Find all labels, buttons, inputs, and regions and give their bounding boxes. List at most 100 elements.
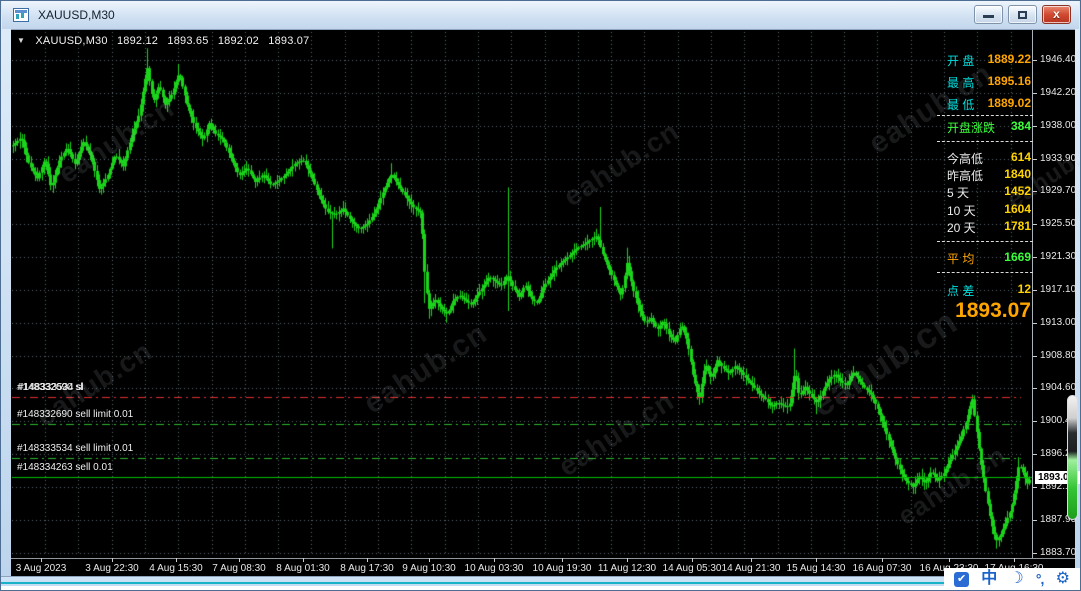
price-tick-mark (1033, 224, 1037, 226)
price-tick-label: 1925.50 (1040, 218, 1077, 230)
price-tick-mark (1033, 421, 1037, 423)
price-tick-label: 1946.40 (1040, 54, 1077, 65)
price-tick-label: 1921.30 (1040, 251, 1077, 263)
panel-row-value: 1781 (1004, 219, 1031, 233)
panel-row-value: 1840 (1004, 167, 1031, 181)
time-tick-mark (751, 558, 752, 562)
panel-separator (937, 241, 1033, 242)
price-tick-label: 1896.20 (1040, 448, 1077, 460)
price-tick-label: 1942.20 (1040, 86, 1077, 98)
order-line-label[interactable]: #148333534 sell limit 0.01 (17, 442, 134, 454)
price-tick-mark (1033, 289, 1037, 291)
chart-icon (13, 8, 29, 22)
close-button[interactable]: x (1042, 5, 1071, 24)
panel-row-label: 最 高 (947, 76, 975, 90)
chart-area[interactable]: ▼ XAUUSD,M30 1892.12 1893.65 1892.02 189… (11, 29, 1080, 578)
price-tick-label: 1908.80 (1040, 349, 1077, 361)
bottom-accent-line (1, 582, 1080, 584)
price-tick-mark (1033, 60, 1037, 61)
panel-row-label: 10 天 (947, 204, 976, 218)
bottom-frame-edge (1, 586, 1080, 590)
panel-row-label: 昨高低 (947, 169, 984, 183)
time-tick-mark (1014, 558, 1015, 562)
panel-row-value: 1895.16 (987, 74, 1031, 88)
order-line-label[interactable]: #148332690 sl (17, 381, 83, 393)
price-tick-mark (1033, 191, 1037, 193)
time-tick-label: 4 Aug 15:30 (149, 563, 203, 574)
panel-row-label: 开 盘 (947, 54, 975, 68)
chart-header: ▼ XAUUSD,M30 1892.12 1893.65 1892.02 189… (17, 35, 315, 47)
panel-row-value: 384 (1010, 119, 1031, 133)
time-tick-mark (176, 558, 177, 562)
panel-row-value: 1452 (1004, 184, 1031, 198)
panel-separator (937, 272, 1033, 273)
panel-row-label: 开盘涨跌 (947, 121, 996, 135)
price-tick-label: 1913.00 (1040, 316, 1077, 328)
header-close: 1893.07 (268, 35, 310, 47)
price-tick-mark (1033, 552, 1037, 554)
time-tick-label: 3 Aug 22:30 (85, 563, 139, 574)
time-tick-label: 10 Aug 03:30 (464, 563, 524, 574)
price-tick-label: 1938.00 (1040, 119, 1077, 131)
close-icon: x (1053, 7, 1060, 21)
price-tick-label: 1917.10 (1040, 283, 1077, 295)
restore-icon (1018, 11, 1027, 19)
time-tick-label: 10 Aug 19:30 (532, 563, 592, 574)
time-tick-mark (562, 558, 563, 562)
time-axis-separator (11, 558, 1075, 559)
panel-big-price: 1893.07 (955, 299, 1031, 322)
time-tick-label: 8 Aug 17:30 (340, 563, 394, 574)
check-box-icon[interactable]: ✔ (954, 571, 970, 587)
time-tick-mark (494, 558, 495, 562)
window-titlebar[interactable]: XAUUSD,M30 x (2, 1, 1079, 29)
minimize-button[interactable] (974, 5, 1003, 24)
time-tick-mark (627, 558, 628, 562)
time-tick-label: 9 Aug 10:30 (402, 563, 456, 574)
header-open: 1892.12 (116, 35, 159, 47)
panel-separator (937, 115, 1033, 116)
degree-comma-icon[interactable]: °, (1035, 571, 1044, 587)
gear-icon[interactable]: ⚙ (1055, 570, 1070, 587)
time-tick-label: 8 Aug 01:30 (276, 563, 330, 574)
time-tick-label: 7 Aug 08:30 (212, 563, 266, 574)
zhong-character-icon[interactable]: 中 (981, 570, 998, 587)
price-tick-label: 1904.60 (1040, 382, 1077, 394)
chevron-down-icon: ▼ (17, 36, 26, 45)
price-tick-label: 1900.40 (1040, 415, 1077, 427)
minimize-icon (983, 15, 994, 18)
price-tick-mark (1033, 355, 1037, 357)
restore-button[interactable] (1008, 5, 1037, 24)
time-tick-mark (882, 558, 883, 562)
time-tick-label: 14 Aug 21:30 (721, 563, 781, 574)
price-tick-mark (1033, 92, 1037, 94)
panel-row-value: 614 (1010, 150, 1031, 164)
window-title: XAUUSD,M30 (38, 8, 115, 22)
price-gauge (1067, 395, 1078, 520)
panel-separator (937, 141, 1033, 142)
price-tick-mark (1033, 125, 1037, 127)
panel-row-value: 1604 (1004, 202, 1031, 216)
candlestick-canvas[interactable] (12, 30, 1032, 558)
order-line-label[interactable]: #148332690 sell limit 0.01 (17, 408, 134, 420)
time-tick-mark (41, 558, 42, 562)
price-tick-label: 1929.70 (1040, 185, 1077, 197)
panel-row-label: 平 均 (947, 252, 975, 266)
moon-icon[interactable]: ☽ (1009, 570, 1024, 587)
order-line-label[interactable]: #148333534 sl (18, 381, 84, 393)
price-tick-mark (1033, 158, 1037, 160)
header-low: 1892.02 (217, 35, 259, 47)
order-line-label[interactable]: #148334263 sell 0.01 (17, 461, 113, 473)
time-tick-label: 3 Aug 2023 (15, 563, 67, 574)
time-tick-mark (239, 558, 240, 562)
window-bottom-frame (1, 576, 1080, 590)
price-tick-mark (1033, 519, 1037, 521)
time-tick-label: 16 Aug 07:30 (852, 563, 912, 574)
header-symbol: XAUUSD,M30 (35, 35, 108, 47)
panel-row-label: 5 天 (947, 186, 970, 200)
panel-row-label: 最 低 (947, 98, 975, 112)
panel-row-value: 1669 (1004, 250, 1031, 264)
price-tick-mark (1033, 257, 1037, 259)
time-tick-mark (112, 558, 113, 562)
panel-row-label: 点 差 (947, 284, 975, 298)
